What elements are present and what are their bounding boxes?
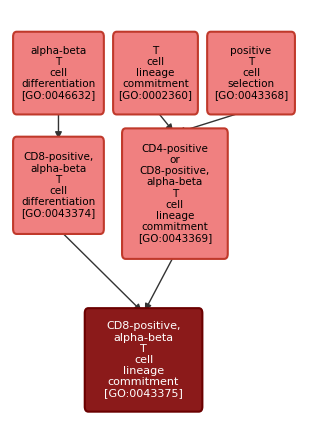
FancyBboxPatch shape	[113, 32, 198, 114]
Text: T
cell
lineage
commitment
[GO:0002360]: T cell lineage commitment [GO:0002360]	[118, 46, 193, 100]
FancyBboxPatch shape	[13, 137, 104, 234]
Text: CD8-positive,
alpha-beta
T
cell
lineage
commitment
[GO:0043375]: CD8-positive, alpha-beta T cell lineage …	[104, 321, 183, 398]
FancyBboxPatch shape	[13, 32, 104, 114]
Text: CD4-positive
or
CD8-positive,
alpha-beta
T
cell
lineage
commitment
[GO:0043369]: CD4-positive or CD8-positive, alpha-beta…	[138, 144, 212, 243]
Text: positive
T
cell
selection
[GO:0043368]: positive T cell selection [GO:0043368]	[214, 46, 288, 100]
FancyBboxPatch shape	[207, 32, 295, 114]
FancyBboxPatch shape	[85, 308, 202, 412]
Text: alpha-beta
T
cell
differentiation
[GO:0046632]: alpha-beta T cell differentiation [GO:00…	[21, 46, 95, 100]
Text: CD8-positive,
alpha-beta
T
cell
differentiation
[GO:0043374]: CD8-positive, alpha-beta T cell differen…	[21, 152, 95, 218]
FancyBboxPatch shape	[122, 128, 228, 259]
